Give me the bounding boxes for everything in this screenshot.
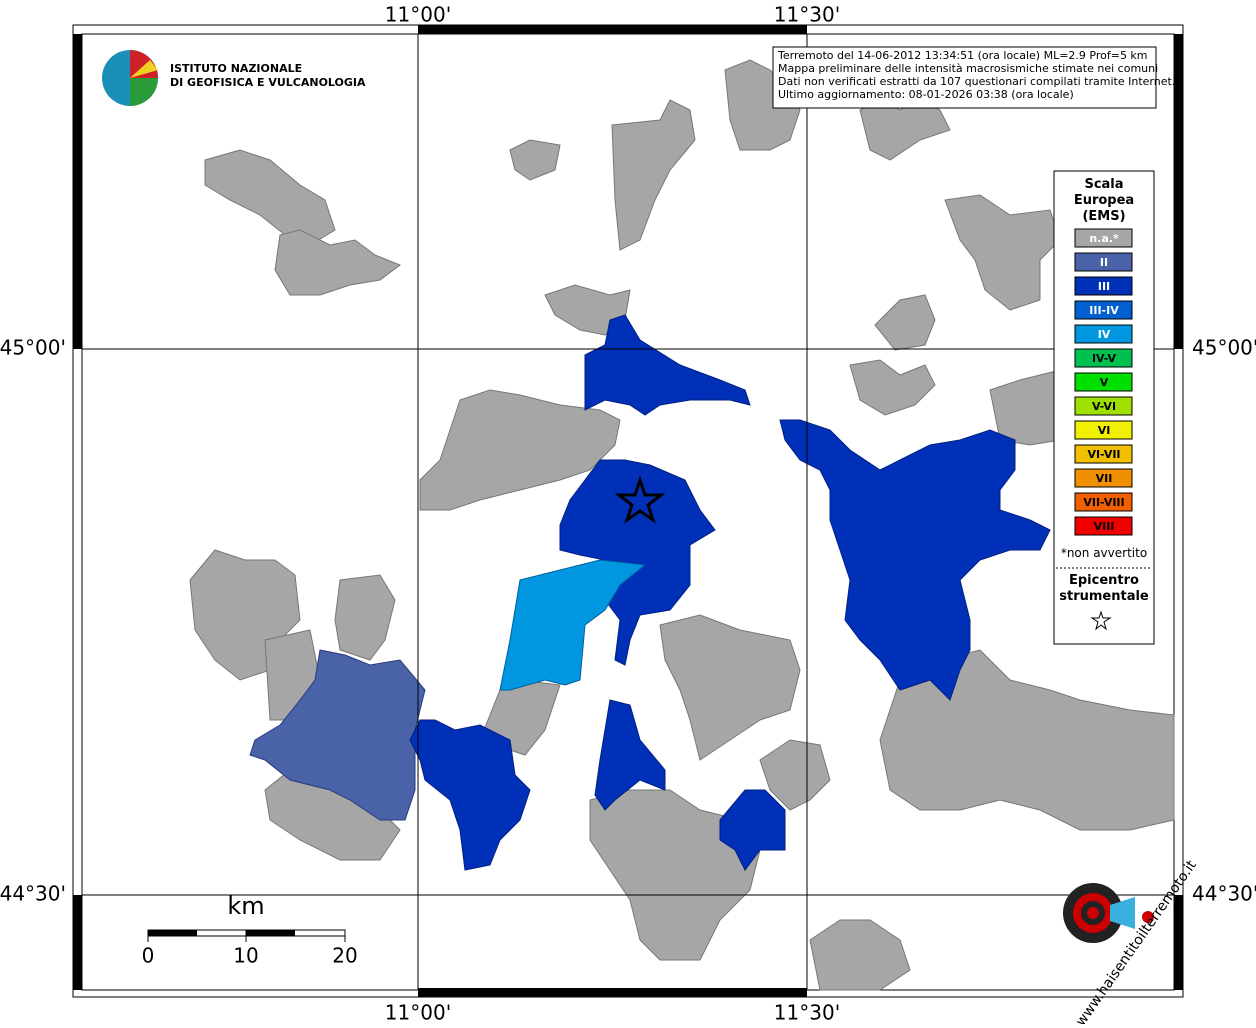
scale-label: 10 xyxy=(233,944,258,968)
legend-swatch xyxy=(1074,468,1133,488)
epicenter xyxy=(614,475,666,524)
legend-title: (EMS) xyxy=(1082,209,1125,224)
legend-swatch xyxy=(1074,276,1133,296)
legend-title: Europea xyxy=(1074,193,1134,208)
frame-ticks xyxy=(73,25,1183,997)
legend-swatch xyxy=(1074,300,1133,320)
legend-label: VII-VIII xyxy=(1083,496,1124,509)
legend-label: V xyxy=(1100,376,1109,389)
legend-swatch xyxy=(1074,444,1133,464)
legend-label: VI xyxy=(1098,424,1111,437)
legend-swatch xyxy=(1074,372,1133,392)
info-box xyxy=(772,46,1157,109)
latitude-label: 45°00' xyxy=(1192,336,1256,360)
legend-label: VI-VII xyxy=(1087,448,1120,461)
legend-swatch xyxy=(1074,492,1133,512)
legend-label: IV xyxy=(1098,328,1111,341)
institute-name: DI GEOFISICA E VULCANOLOGIA xyxy=(170,76,366,89)
municipalities-felt xyxy=(249,314,1051,871)
legend-note: *non avvertito xyxy=(1061,546,1147,560)
ingv-logo: ISTITUTO NAZIONALE DI GEOFISICA E VULCAN… xyxy=(102,50,366,106)
municipalities xyxy=(189,59,1175,991)
legend-swatch xyxy=(1074,324,1133,344)
scale-unit: km xyxy=(227,892,264,920)
legend-label: IV-V xyxy=(1092,352,1117,365)
legend-swatch xyxy=(1074,348,1133,368)
legend-label: V-VI xyxy=(1092,400,1116,413)
latitude-label: 44°30' xyxy=(0,882,66,906)
legend-swatch xyxy=(1074,228,1133,248)
legend-swatch xyxy=(1074,396,1133,416)
legend-swatch xyxy=(1074,420,1133,440)
legend-label: III xyxy=(1098,280,1110,293)
scale-label: 20 xyxy=(332,944,357,968)
info-line: Terremoto del 14-06-2012 13:34:51 (ora l… xyxy=(777,49,1148,62)
latitude-label: 45°00' xyxy=(0,336,66,360)
legend-star xyxy=(1090,610,1112,631)
info-line: Ultimo aggiornamento: 08-01-2026 03:38 (… xyxy=(778,88,1074,101)
legend-title: Scala xyxy=(1084,177,1123,192)
legend-label: II xyxy=(1100,256,1108,269)
legend-label: III-IV xyxy=(1089,304,1119,317)
legend-label: n.a.* xyxy=(1089,232,1119,245)
longitude-label: 11°00' xyxy=(385,1001,451,1025)
scale-label: 0 xyxy=(142,944,155,968)
legend-epicenter: Epicentro xyxy=(1069,573,1139,588)
scale-bar: km 0 10 20 xyxy=(142,892,358,968)
latitude-label: 44°30' xyxy=(1192,882,1256,906)
info-line: Mappa preliminare delle intensità macros… xyxy=(778,62,1158,75)
legend-label: VII xyxy=(1096,472,1113,485)
legend-epicenter: strumentale xyxy=(1059,589,1149,604)
info-line: Dati non verificati estratti da 107 ques… xyxy=(778,75,1175,88)
legend-swatch xyxy=(1074,516,1133,536)
longitude-label: 11°30' xyxy=(774,1001,840,1025)
longitude-label: 11°30' xyxy=(774,3,840,27)
institute-name: ISTITUTO NAZIONALE xyxy=(170,62,302,75)
legend-swatch xyxy=(1074,252,1133,272)
legend-label: VIII xyxy=(1094,520,1115,533)
longitude-label: 11°00' xyxy=(385,3,451,27)
